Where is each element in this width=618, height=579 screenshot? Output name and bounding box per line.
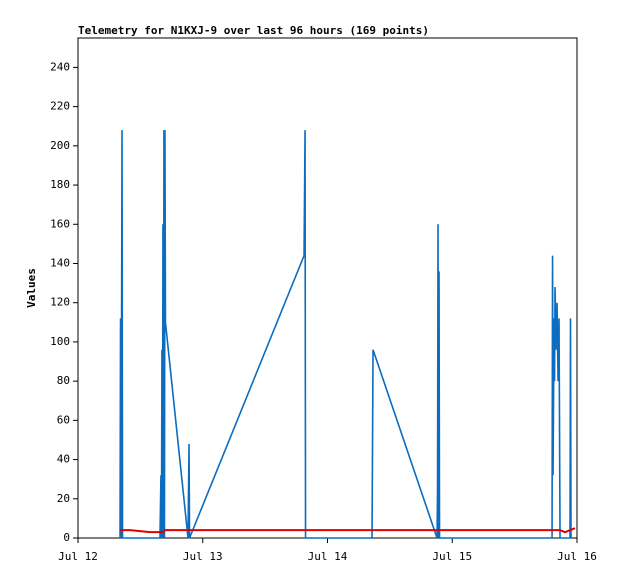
y-tick-label: 0: [63, 531, 70, 544]
plot-frame: [77, 37, 578, 539]
y-tick-label: 120: [50, 296, 70, 309]
x-tick-label: Jul 14: [308, 550, 348, 563]
y-tick-label: 200: [50, 139, 70, 152]
x-tick-label: Jul 16: [557, 550, 597, 563]
x-tick-label: Jul 12: [58, 550, 98, 563]
y-tick-label: 140: [50, 256, 70, 269]
y-tick-label: 40: [57, 453, 70, 466]
x-tick-label: Jul 15: [432, 550, 472, 563]
x-tick-label: Jul 13: [183, 550, 223, 563]
y-tick-label: 240: [50, 60, 70, 73]
series-line: [120, 527, 576, 534]
y-tick-label: 220: [50, 100, 70, 113]
y-tick-label: 60: [57, 413, 70, 426]
y-axis-title: Values: [25, 268, 38, 308]
y-tick-label: 20: [57, 492, 70, 505]
y-tick-label: 80: [57, 374, 70, 387]
series-line: [119, 130, 572, 539]
y-tick-label: 160: [50, 217, 70, 230]
y-tick-label: 180: [50, 178, 70, 191]
chart-title: Telemetry for N1KXJ-9 over last 96 hours…: [78, 24, 429, 37]
y-tick-label: 100: [50, 335, 70, 348]
